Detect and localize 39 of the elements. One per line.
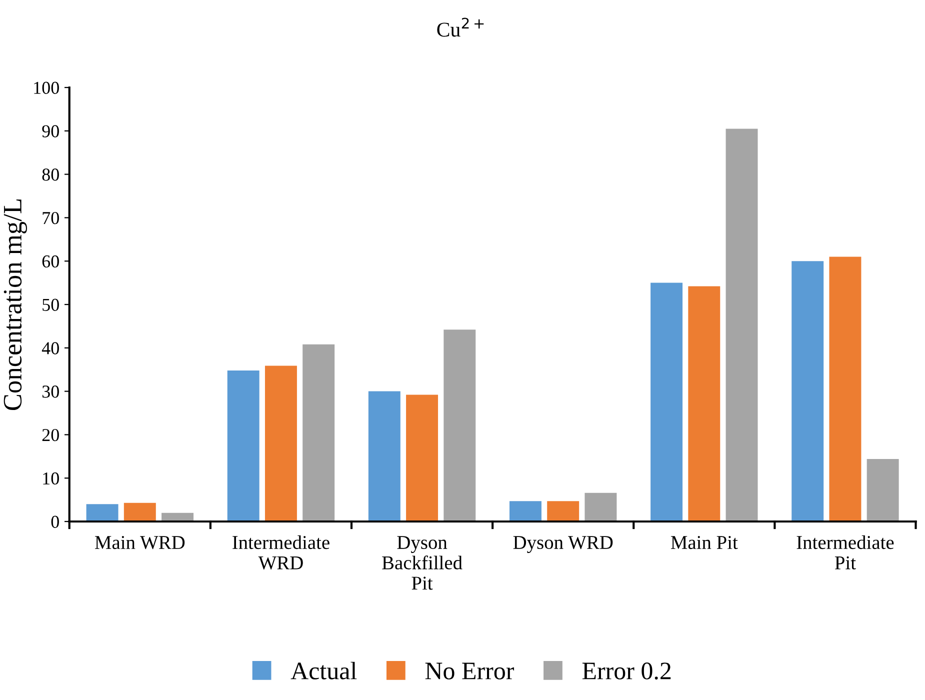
y-tick-label: 100 [34,82,59,94]
chart-title: Cu$^{2+}$ [437,18,484,37]
bar [584,492,617,522]
bar [444,330,476,522]
bar [866,459,899,522]
x-tick-label: Main WRD [95,536,185,550]
bar [124,502,156,522]
legend-label: Error 0.2 [582,662,671,680]
y-tick-label: 0 [51,516,59,528]
x-tick-label: Intermediate Pit [796,535,894,570]
bar [406,394,438,522]
bar [726,128,758,522]
y-tick-label: 20 [42,428,59,442]
y-tick-label: 90 [42,125,59,138]
bar [650,282,683,522]
x-tick-label: Dyson Backfilled Pit [382,536,462,590]
bar [509,501,542,522]
bar [547,501,580,522]
y-axis-title: Concentration mg/L [4,199,28,410]
x-tick-label: Main Pit [670,536,738,550]
x-tick-label: Intermediate WRD [232,535,330,570]
legend-label: No Error [425,662,514,680]
bar [368,391,400,522]
y-tick-label: 40 [42,342,59,354]
bar [688,286,720,522]
bar [829,256,862,522]
bar [86,504,118,522]
bar [792,261,824,522]
bar [227,370,260,522]
y-tick-label: 80 [42,168,59,181]
bar [264,366,297,522]
bar [302,344,335,522]
y-tick-label: 70 [42,212,59,224]
legend-label: Actual [290,662,357,680]
y-tick-label: 10 [43,472,59,485]
y-tick-label: 50 [42,298,59,311]
x-tick-label: Dyson WRD [513,536,613,554]
y-tick-label: 30 [42,386,59,398]
y-tick-label: 60 [42,255,59,268]
